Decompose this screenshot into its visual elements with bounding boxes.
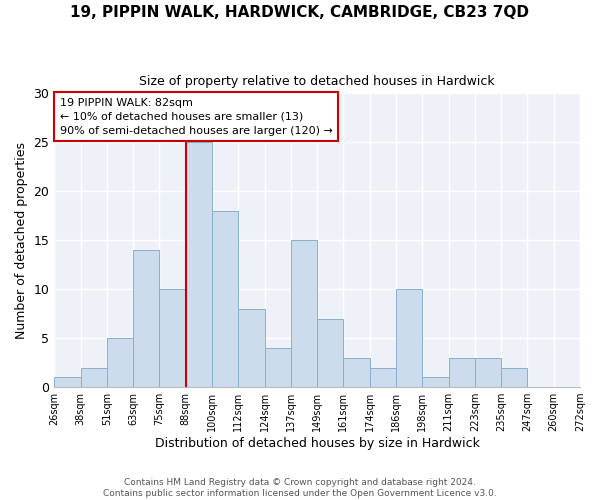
Bar: [107, 338, 133, 387]
Bar: [343, 358, 370, 387]
Text: Contains HM Land Registry data © Crown copyright and database right 2024.
Contai: Contains HM Land Registry data © Crown c…: [103, 478, 497, 498]
Bar: [422, 378, 449, 387]
Bar: [186, 142, 212, 387]
Bar: [133, 250, 160, 387]
Bar: [160, 289, 186, 387]
Bar: [370, 368, 396, 387]
Bar: [501, 368, 527, 387]
Bar: [396, 289, 422, 387]
Bar: [80, 368, 107, 387]
Text: 19 PIPPIN WALK: 82sqm
← 10% of detached houses are smaller (13)
90% of semi-deta: 19 PIPPIN WALK: 82sqm ← 10% of detached …: [59, 98, 332, 136]
Bar: [317, 318, 343, 387]
Bar: [475, 358, 501, 387]
Text: 19, PIPPIN WALK, HARDWICK, CAMBRIDGE, CB23 7QD: 19, PIPPIN WALK, HARDWICK, CAMBRIDGE, CB…: [71, 5, 530, 20]
Bar: [54, 378, 80, 387]
Bar: [449, 358, 475, 387]
Bar: [212, 211, 238, 387]
Title: Size of property relative to detached houses in Hardwick: Size of property relative to detached ho…: [139, 75, 495, 88]
X-axis label: Distribution of detached houses by size in Hardwick: Distribution of detached houses by size …: [155, 437, 479, 450]
Bar: [265, 348, 291, 387]
Bar: [238, 308, 265, 387]
Y-axis label: Number of detached properties: Number of detached properties: [15, 142, 28, 338]
Bar: [291, 240, 317, 387]
